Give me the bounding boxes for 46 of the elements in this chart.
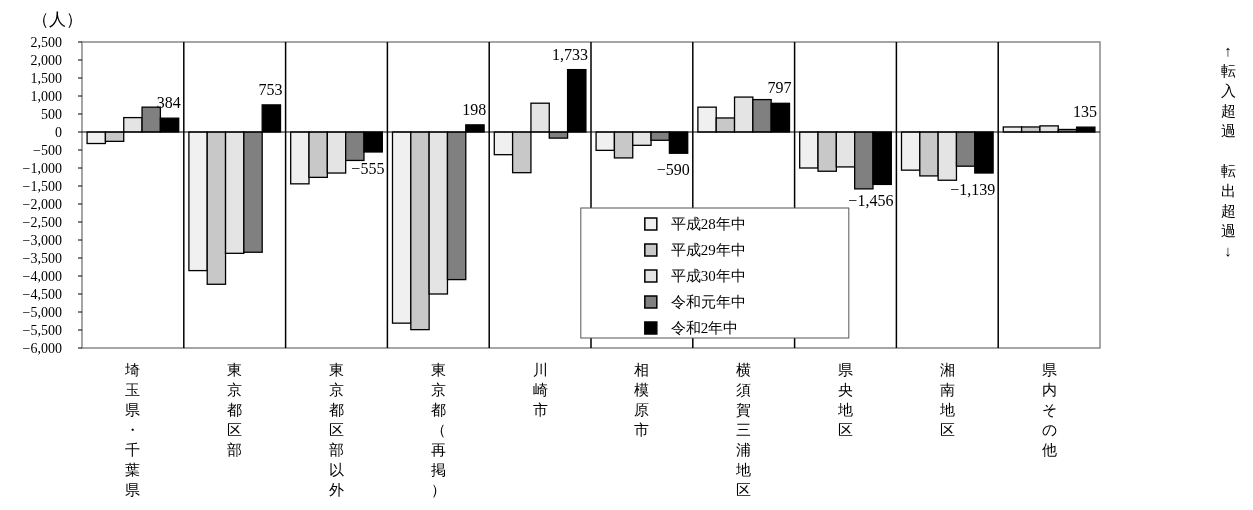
y-tick-label: 500	[41, 106, 62, 122]
y-tick-label: −4,500	[22, 286, 62, 302]
y-tick-label: −4,000	[22, 268, 62, 284]
data-label: 753	[258, 80, 283, 98]
y-tick-label: −5,500	[22, 322, 62, 338]
y-tick-label: 1,500	[30, 70, 62, 86]
x-tick-label: 県内その他	[1041, 362, 1057, 458]
data-label: 198	[462, 100, 487, 118]
x-tick-label: 県央地区	[837, 362, 853, 438]
data-label: 135	[1073, 103, 1097, 121]
data-label: 1,733	[552, 45, 588, 63]
y-tick-label: −1,500	[22, 178, 62, 194]
text: ↑転入超過	[1220, 43, 1236, 139]
y-tick-label: −500	[33, 142, 62, 158]
x-tick-label: 川崎市	[532, 362, 548, 418]
x-tick-label: 横須賀三浦地区	[735, 362, 752, 498]
data-label: −1,139	[950, 181, 996, 198]
data-label: −555	[351, 159, 385, 177]
y-axis-title: （人）	[32, 10, 83, 29]
legend-label: 令和元年中	[670, 294, 746, 310]
y-tick-label: −3,500	[22, 250, 62, 266]
x-tick-label: 埼玉県・千葉県	[124, 362, 141, 498]
legend-label: 令和2年中	[670, 320, 739, 336]
x-tick-label: 湘南地区	[938, 362, 955, 438]
text: 転出超過↓	[1220, 163, 1236, 259]
x-tick-label: 東京都区部	[227, 362, 243, 458]
y-tick-label: 2,500	[30, 34, 62, 50]
y-tick-label: −1,000	[22, 160, 62, 176]
y-tick-label: −2,000	[22, 196, 62, 212]
y-tick-label: 0	[55, 124, 62, 140]
y-tick-label: −3,000	[22, 232, 62, 248]
y-tick-label: −5,000	[22, 304, 62, 320]
data-label: 384	[156, 94, 181, 112]
x-tick-label: 東京都区部以外	[329, 362, 344, 498]
y-tick-label: 1,000	[30, 88, 62, 104]
y-tick-label: 2,000	[30, 52, 62, 68]
data-label: −590	[656, 161, 690, 179]
legend-label: 平成29年中	[670, 242, 746, 258]
legend-label: 平成30年中	[670, 268, 746, 284]
x-tick-label: 相模原市	[634, 362, 650, 438]
x-tick-label: 東京都（再掲）	[430, 362, 446, 498]
y-tick-label: −2,500	[22, 214, 62, 230]
legend-label: 平成28年中	[670, 216, 746, 232]
data-label: 797	[767, 79, 792, 97]
data-label: −1,456	[848, 192, 894, 210]
y-tick-label: −6,000	[22, 340, 62, 356]
